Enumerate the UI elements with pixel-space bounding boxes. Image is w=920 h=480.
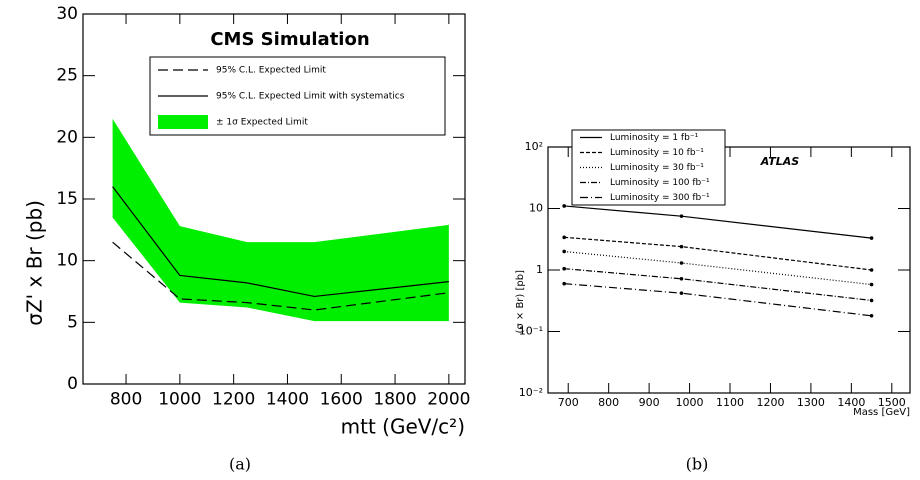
x-tick-label: 1500: [878, 396, 906, 409]
data-point: [679, 261, 684, 265]
y-tick-label: 10²: [525, 140, 543, 153]
y-tick-label: 15: [56, 189, 78, 209]
y-tick-label: 10: [56, 251, 78, 271]
x-tick-label: 700: [558, 396, 579, 409]
y-tick-label: 0: [67, 374, 78, 394]
data-point: [562, 266, 566, 271]
series-line: [564, 283, 872, 317]
data-point: [679, 291, 684, 295]
y-tick-label: 10: [529, 202, 543, 215]
caption: (b): [686, 455, 709, 474]
series-line: [112, 186, 449, 298]
data-point: [679, 276, 684, 281]
error-band: [112, 118, 449, 322]
chart-title: CMS Simulation: [210, 29, 369, 50]
legend-label: Luminosity = 300 fb⁻¹: [610, 193, 710, 203]
legend-label: Luminosity = 10 fb⁻¹: [610, 148, 704, 158]
x-tick-label: 1000: [158, 389, 201, 409]
x-tick-label: 1200: [756, 396, 784, 409]
x-axis-label: Mass [GeV]: [853, 407, 910, 418]
data-point: [869, 268, 874, 272]
series-line: [112, 241, 449, 311]
x-tick-label: 900: [639, 396, 660, 409]
series-line: [564, 205, 872, 239]
legend-swatch: [158, 115, 208, 129]
data-point: [562, 281, 566, 286]
x-tick-label: 1400: [266, 389, 309, 409]
x-axis-label: mtt (GeV/c²): [341, 415, 465, 439]
x-tick-label: 1600: [320, 389, 363, 409]
legend-label: 95% C.L. Expected Limit with systematics: [216, 92, 405, 102]
caption: (a): [229, 455, 251, 474]
data-point: [869, 298, 874, 303]
legend-label: Luminosity = 100 fb⁻¹: [610, 178, 710, 188]
x-tick-label: 1000: [676, 396, 704, 409]
legend-label: ± 1σ Expected Limit: [216, 118, 308, 128]
y-tick-label: 30: [56, 4, 78, 24]
series-line: [564, 250, 872, 286]
legend-box: [571, 129, 726, 206]
y-tick-label: 20: [56, 127, 78, 147]
data-point: [869, 282, 874, 287]
y-tick-label: 5: [67, 312, 78, 332]
x-tick-label: 1300: [797, 396, 825, 409]
x-tick-label: 2000: [427, 389, 470, 409]
y-tick-label: 25: [56, 66, 78, 86]
data-point: [869, 314, 874, 318]
x-tick-label: 1800: [373, 389, 416, 409]
x-tick-label: 1400: [837, 396, 865, 409]
data-point: [869, 236, 874, 240]
x-tick-label: 800: [598, 396, 619, 409]
legend-label: Luminosity = 1 fb⁻¹: [610, 133, 699, 143]
data-point: [562, 249, 566, 254]
y-axis-label: (σ × Br) [pb]: [515, 270, 526, 334]
chart-title: ATLAS: [760, 155, 799, 168]
y-axis-label: σZ' x Br (pb): [23, 200, 47, 326]
data-point: [562, 204, 566, 208]
legend-label: Luminosity = 30 fb⁻¹: [610, 163, 704, 173]
data-point: [679, 244, 684, 249]
legend-label: 95% C.L. Expected Limit: [216, 66, 326, 76]
y-tick-label: 1: [536, 263, 543, 276]
x-tick-label: 800: [110, 389, 142, 409]
y-tick-label: 10⁻¹: [519, 325, 543, 338]
x-tick-label: 1100: [716, 396, 744, 409]
series-line: [564, 268, 872, 302]
y-tick-label: 10⁻²: [519, 386, 543, 399]
x-tick-label: 1200: [212, 389, 255, 409]
series-line: [564, 236, 872, 271]
data-point: [679, 214, 684, 218]
data-point: [562, 235, 566, 240]
